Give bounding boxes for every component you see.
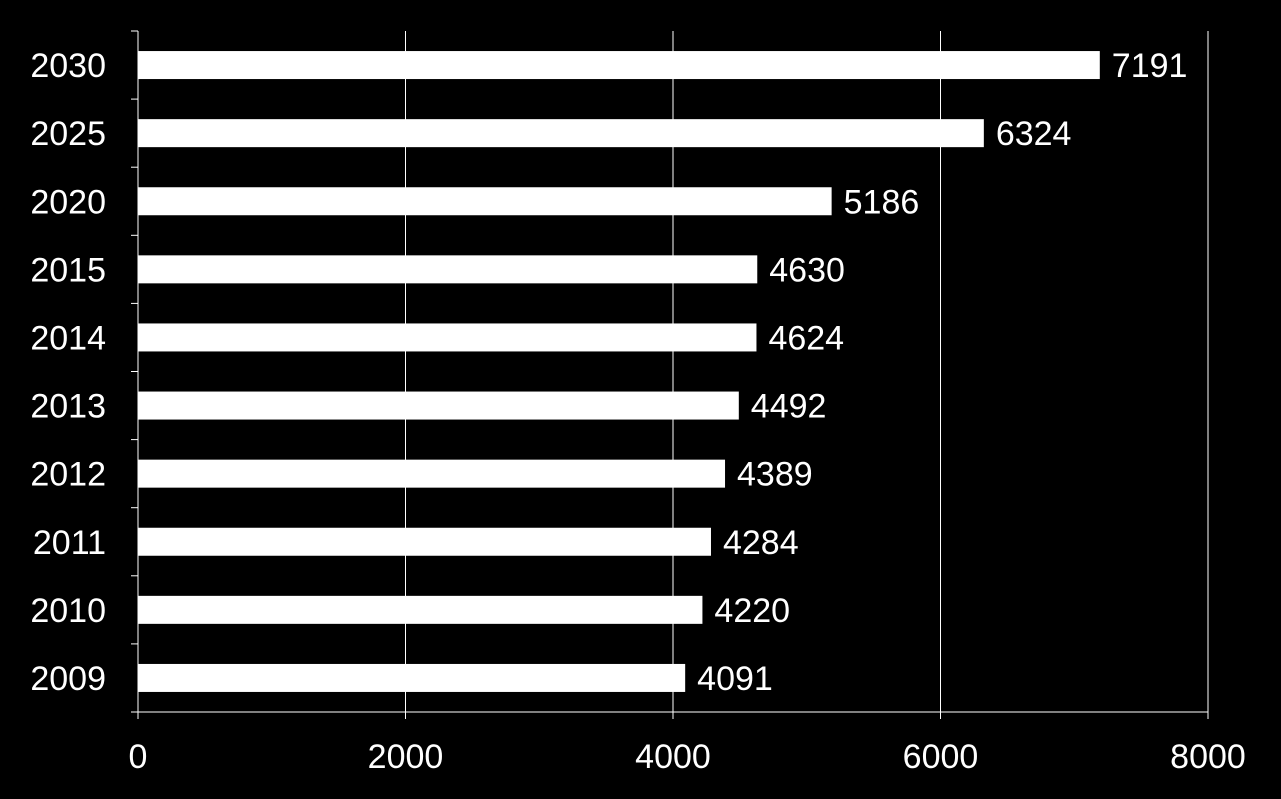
- category-label: 2030: [30, 47, 106, 85]
- value-label: 4091: [697, 660, 773, 698]
- value-label: 4630: [769, 251, 845, 289]
- category-label: 2010: [30, 592, 106, 630]
- category-label: 2011: [33, 524, 106, 562]
- bar-2015: [138, 255, 758, 284]
- value-label: 6324: [996, 115, 1072, 153]
- category-label: 2014: [30, 319, 106, 357]
- value-label: 7191: [1112, 47, 1188, 85]
- bar-2011: [138, 527, 711, 556]
- bar-2013: [138, 391, 739, 420]
- bar-2012: [138, 459, 726, 488]
- bar-2009: [138, 663, 686, 692]
- value-label: 5186: [844, 183, 920, 221]
- value-label: 4492: [751, 388, 827, 426]
- x-tick-label: 8000: [1170, 738, 1246, 776]
- category-label: 2025: [30, 115, 106, 153]
- category-label: 2012: [30, 456, 106, 494]
- value-label: 4624: [768, 319, 844, 357]
- bar-2025: [138, 119, 984, 148]
- bars: [138, 51, 1100, 692]
- x-tick-label: 4000: [635, 738, 711, 776]
- category-label: 2020: [30, 183, 106, 221]
- value-label: 4389: [737, 456, 813, 494]
- bar-2014: [138, 323, 757, 352]
- bar-2010: [138, 595, 703, 624]
- bar-2020: [138, 187, 832, 216]
- category-label: 2013: [30, 388, 106, 426]
- bar-2030: [138, 51, 1100, 80]
- value-label: 4220: [714, 592, 790, 630]
- category-label: 2009: [30, 660, 106, 698]
- value-label: 4284: [723, 524, 799, 562]
- labels: 0 2000 4000 6000 8000 2030 7191 2025 6324 2020 518…: [30, 47, 1245, 776]
- x-tick-label: 6000: [903, 738, 979, 776]
- category-label: 2015: [30, 251, 106, 289]
- axes: [131, 30, 1209, 719]
- x-tick-label: 2000: [368, 738, 444, 776]
- x-tick-label: 0: [129, 738, 148, 776]
